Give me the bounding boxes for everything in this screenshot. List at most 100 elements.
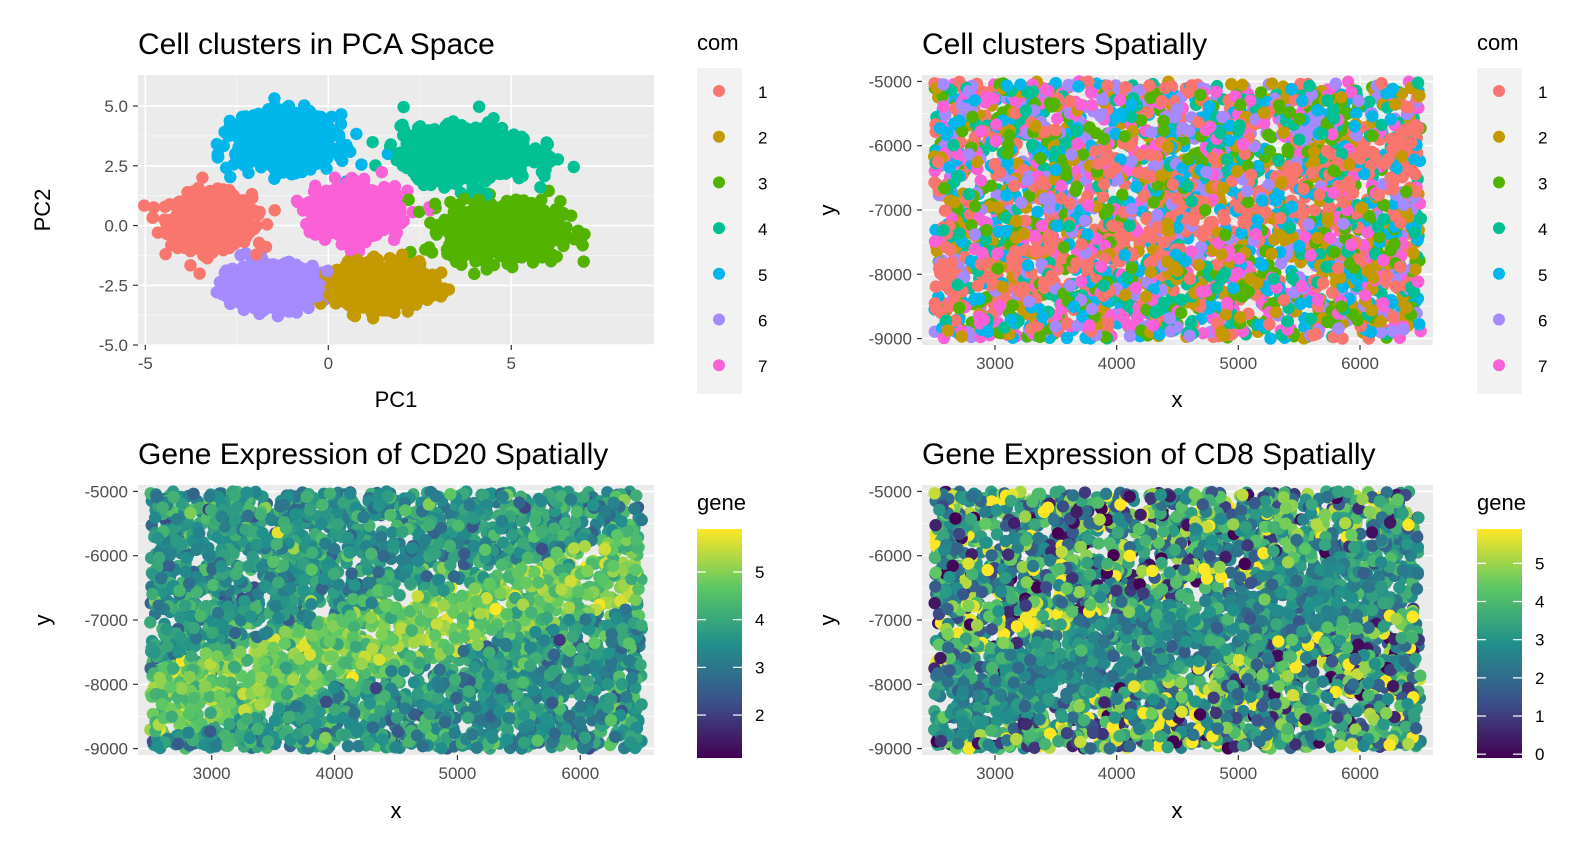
cluster-point-3 (540, 243, 553, 257)
cluster-point-7 (356, 223, 369, 236)
cluster-point-3 (428, 219, 441, 232)
x-tick-label: -5 (138, 354, 153, 373)
legend-key-swatch (713, 176, 725, 189)
cluster-point-2 (396, 248, 409, 261)
cluster-point-2 (417, 283, 431, 297)
cluster-point-1 (268, 204, 281, 217)
x-axis-title: PC1 (375, 387, 418, 412)
cluster-point-4 (540, 136, 553, 149)
cluster-point-7 (375, 165, 389, 179)
cluster-point-5 (268, 172, 281, 185)
cluster-point-1 (196, 171, 209, 184)
cluster-point-7 (303, 225, 316, 239)
cluster-point-5 (234, 138, 247, 152)
legend-key-label: 6 (758, 312, 767, 331)
cluster-point-5 (310, 110, 323, 123)
cluster-point-5 (326, 143, 340, 156)
cluster-point-3 (468, 267, 481, 281)
chart-title: Cell clusters Spatially (922, 28, 1207, 61)
cluster-point-1 (159, 247, 172, 261)
cluster-point-4 (515, 130, 528, 144)
cluster-point-3 (544, 255, 558, 268)
cluster-point-4 (472, 100, 486, 113)
cluster-point-2 (435, 266, 448, 279)
cluster-point-3 (477, 222, 490, 235)
cluster-point-7 (364, 189, 378, 203)
cluster-point-1 (188, 222, 201, 235)
cluster-point-3 (518, 225, 532, 238)
cluster-point-2 (387, 270, 400, 284)
cluster-point-4 (538, 150, 552, 163)
cluster-point-7 (348, 180, 361, 193)
cluster-point-3 (422, 241, 436, 254)
cluster-point-4 (495, 154, 509, 167)
cluster-point-4 (434, 175, 448, 189)
cluster-point-5 (335, 108, 348, 121)
cluster-point-2 (341, 288, 355, 301)
cluster-point-3 (543, 233, 556, 246)
cluster-point-4 (529, 142, 542, 155)
cluster-point-5 (321, 127, 334, 140)
cluster-point-6 (221, 290, 234, 304)
cluster-point-5 (211, 147, 224, 161)
cluster-point-2 (358, 267, 372, 280)
cluster-point-4 (411, 161, 425, 174)
cluster-point-5 (236, 118, 249, 132)
cluster-point-1 (203, 184, 217, 198)
cluster-point-1 (253, 205, 266, 219)
cluster-point-5 (282, 163, 296, 176)
cluster-point-1 (193, 267, 206, 280)
cluster-point-3 (452, 198, 466, 211)
cluster-point-2 (402, 261, 415, 275)
cluster-point-4 (402, 145, 416, 159)
cluster-point-1 (208, 217, 222, 231)
scatter-points (927, 75, 1427, 345)
cluster-point-5 (295, 165, 309, 179)
legend-key-label: 5 (758, 266, 767, 285)
cluster-point-4 (517, 147, 531, 161)
cluster-point-3 (576, 239, 589, 252)
cluster-point-1 (146, 211, 159, 224)
cluster-point-1 (138, 199, 151, 212)
legend-key-swatch (713, 267, 725, 280)
cluster-point-4 (455, 132, 468, 145)
cluster-point-4 (470, 163, 483, 177)
cluster-point-3 (464, 205, 477, 219)
legend-key-label: 3 (758, 174, 767, 193)
cluster-point-3 (577, 255, 590, 268)
cluster-point-2 (402, 285, 415, 298)
legend-key-label: 2 (758, 129, 767, 148)
cluster-point-7 (397, 214, 410, 228)
cluster-point-2 (371, 283, 385, 297)
cluster-point-1 (194, 196, 207, 210)
cluster-point-1 (170, 209, 183, 223)
cluster-point-6 (213, 275, 227, 289)
cluster-point-3 (513, 199, 527, 212)
cluster-point-7 (335, 238, 348, 251)
cluster-point-7 (335, 216, 348, 230)
cluster-point-4 (441, 162, 455, 175)
legend-key-swatch (713, 130, 725, 143)
cluster-point-4 (397, 100, 410, 114)
cluster-point-5 (291, 138, 304, 151)
cluster-point-5 (298, 99, 311, 112)
y-tick-label: 0.0 (104, 217, 128, 236)
cluster-point-4 (421, 151, 434, 165)
scatter-points (138, 92, 591, 325)
cluster-point-5 (252, 109, 265, 122)
cluster-point-4 (397, 122, 411, 136)
cluster-point-7 (303, 203, 316, 216)
cluster-point-3 (503, 209, 517, 222)
y-axis-title: PC2 (30, 189, 55, 232)
cluster-point-6 (311, 281, 325, 295)
cluster-point-6 (320, 264, 334, 278)
x-tick-label: 5 (507, 354, 516, 373)
cluster-point-4 (384, 138, 398, 151)
x-tick-label: 0 (324, 354, 333, 373)
cluster-point-3 (443, 238, 456, 251)
legend-key-swatch (713, 359, 725, 372)
cluster-point-3 (525, 196, 538, 210)
y-tick-label: 5.0 (104, 97, 128, 116)
cluster-point-6 (281, 275, 295, 289)
cluster-point-4 (480, 122, 494, 135)
